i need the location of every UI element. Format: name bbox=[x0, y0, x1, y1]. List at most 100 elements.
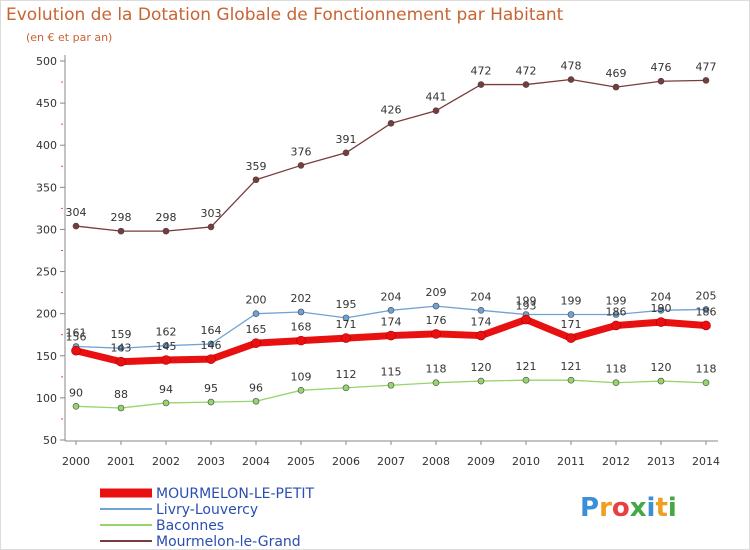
x-tick-label: 2004 bbox=[242, 455, 270, 468]
point-mourmelon-le-grand bbox=[567, 76, 575, 83]
y-tick-label: 150 bbox=[36, 350, 57, 363]
data-label-mourmelon-le-petit: 168 bbox=[291, 321, 312, 334]
data-label-mourmelon-le-petit: 165 bbox=[246, 323, 267, 336]
point-mourmelon-le-grand bbox=[207, 223, 215, 231]
data-label-mourmelon-le-grand: 298 bbox=[156, 211, 177, 224]
x-tick-label: 2014 bbox=[692, 455, 720, 468]
logo-letter: r bbox=[599, 493, 612, 523]
data-label-mourmelon-le-petit: 174 bbox=[471, 316, 492, 329]
data-label-mourmelon-le-grand: 476 bbox=[651, 61, 672, 74]
point-livry-louvercy bbox=[432, 302, 440, 310]
data-label-mourmelon-le-petit: 190 bbox=[651, 302, 672, 315]
data-label-mourmelon-le-petit: 193 bbox=[516, 300, 537, 313]
data-label-mourmelon-le-petit: 171 bbox=[336, 318, 357, 331]
point-mourmelon-le-petit bbox=[566, 333, 576, 343]
data-label-mourmelon-le-grand: 469 bbox=[606, 67, 627, 80]
y-tick-label: 450 bbox=[36, 97, 57, 110]
data-label-baconnes: 120 bbox=[651, 361, 672, 374]
point-mourmelon-le-grand bbox=[477, 81, 485, 88]
point-mourmelon-le-grand bbox=[252, 176, 260, 184]
point-mourmelon-le-grand bbox=[702, 77, 710, 84]
data-label-livry-louvercy: 164 bbox=[201, 324, 222, 337]
data-label-mourmelon-le-grand: 303 bbox=[201, 207, 222, 220]
point-baconnes bbox=[72, 403, 80, 410]
chart-subtitle: (en € et par an) bbox=[26, 31, 112, 44]
logo-letter: o bbox=[612, 493, 630, 523]
legend-label-livry-louvercy: Livry-Louvercy bbox=[156, 502, 258, 518]
point-baconnes bbox=[207, 398, 215, 406]
point-baconnes bbox=[432, 379, 440, 387]
data-label-baconnes: 121 bbox=[516, 360, 537, 373]
data-label-baconnes: 90 bbox=[69, 386, 83, 399]
point-livry-louvercy bbox=[207, 340, 215, 348]
legend-label-mourmelon-le-grand: Mourmelon-le-Grand bbox=[156, 534, 301, 550]
point-livry-louvercy bbox=[657, 306, 665, 314]
point-baconnes bbox=[117, 404, 125, 412]
point-mourmelon-le-petit bbox=[116, 356, 126, 367]
x-tick-label: 2012 bbox=[602, 455, 630, 468]
point-mourmelon-le-petit bbox=[431, 329, 441, 339]
data-label-mourmelon-le-petit: 145 bbox=[156, 340, 177, 353]
data-label-livry-louvercy: 204 bbox=[471, 290, 492, 303]
point-mourmelon-le-petit bbox=[206, 354, 216, 364]
point-mourmelon-le-petit bbox=[656, 317, 666, 327]
x-tick-label: 2013 bbox=[647, 455, 675, 468]
data-label-mourmelon-le-grand: 304 bbox=[66, 206, 87, 219]
point-baconnes bbox=[252, 397, 260, 405]
data-label-mourmelon-le-grand: 472 bbox=[516, 65, 537, 78]
data-label-baconnes: 118 bbox=[606, 363, 627, 376]
x-tick-label: 2005 bbox=[287, 455, 315, 468]
data-label-mourmelon-le-grand: 441 bbox=[426, 91, 447, 104]
data-label-livry-louvercy: 200 bbox=[246, 294, 267, 307]
point-livry-louvercy bbox=[252, 310, 260, 317]
point-mourmelon-le-petit bbox=[251, 338, 261, 348]
point-baconnes bbox=[612, 379, 620, 387]
point-baconnes bbox=[297, 387, 305, 394]
point-livry-louvercy bbox=[117, 344, 125, 352]
point-livry-louvercy bbox=[477, 306, 485, 314]
data-label-livry-louvercy: 162 bbox=[156, 326, 177, 339]
legend-label-mourmelon-le-petit: MOURMELON-LE-PETIT bbox=[156, 486, 315, 502]
point-mourmelon-le-grand bbox=[432, 107, 440, 114]
data-label-baconnes: 96 bbox=[249, 381, 263, 394]
chart-title: Evolution de la Dotation Globale de Fonc… bbox=[6, 5, 564, 25]
point-mourmelon-le-petit bbox=[701, 320, 711, 331]
data-label-baconnes: 88 bbox=[114, 388, 128, 401]
data-label-baconnes: 115 bbox=[381, 365, 402, 378]
data-label-livry-louvercy: 204 bbox=[381, 290, 402, 303]
point-mourmelon-le-petit bbox=[611, 320, 621, 331]
data-label-mourmelon-le-petit: 174 bbox=[381, 316, 402, 329]
point-mourmelon-le-petit bbox=[386, 330, 396, 341]
x-tick-label: 2009 bbox=[467, 455, 495, 468]
data-label-mourmelon-le-grand: 391 bbox=[336, 133, 357, 146]
data-label-mourmelon-le-grand: 376 bbox=[291, 145, 312, 158]
data-label-baconnes: 112 bbox=[336, 368, 357, 381]
data-label-mourmelon-le-grand: 426 bbox=[381, 103, 402, 116]
proxiti-logo: Proxiti bbox=[580, 493, 677, 523]
point-baconnes bbox=[522, 376, 530, 384]
logo-letter: t bbox=[655, 493, 667, 523]
y-tick-label: 350 bbox=[36, 181, 57, 194]
y-tick-label: 200 bbox=[36, 308, 57, 321]
point-livry-louvercy bbox=[387, 306, 395, 314]
point-baconnes bbox=[162, 399, 170, 407]
x-tick-label: 2008 bbox=[422, 455, 450, 468]
data-label-mourmelon-le-grand: 359 bbox=[246, 160, 267, 173]
x-tick-label: 2007 bbox=[377, 455, 405, 468]
x-tick-label: 2006 bbox=[332, 455, 360, 468]
data-label-livry-louvercy: 209 bbox=[426, 286, 447, 299]
data-label-mourmelon-le-grand: 477 bbox=[696, 60, 717, 73]
data-label-baconnes: 109 bbox=[291, 370, 312, 383]
point-livry-louvercy bbox=[297, 308, 305, 316]
point-baconnes bbox=[477, 377, 485, 385]
x-tick-label: 2011 bbox=[557, 455, 585, 468]
data-label-mourmelon-le-petit: 143 bbox=[111, 342, 132, 355]
point-mourmelon-le-grand bbox=[522, 81, 530, 88]
point-livry-louvercy bbox=[342, 314, 350, 322]
point-mourmelon-le-petit bbox=[161, 355, 171, 365]
x-tick-label: 2002 bbox=[152, 455, 180, 468]
y-tick-label: 400 bbox=[36, 139, 57, 152]
